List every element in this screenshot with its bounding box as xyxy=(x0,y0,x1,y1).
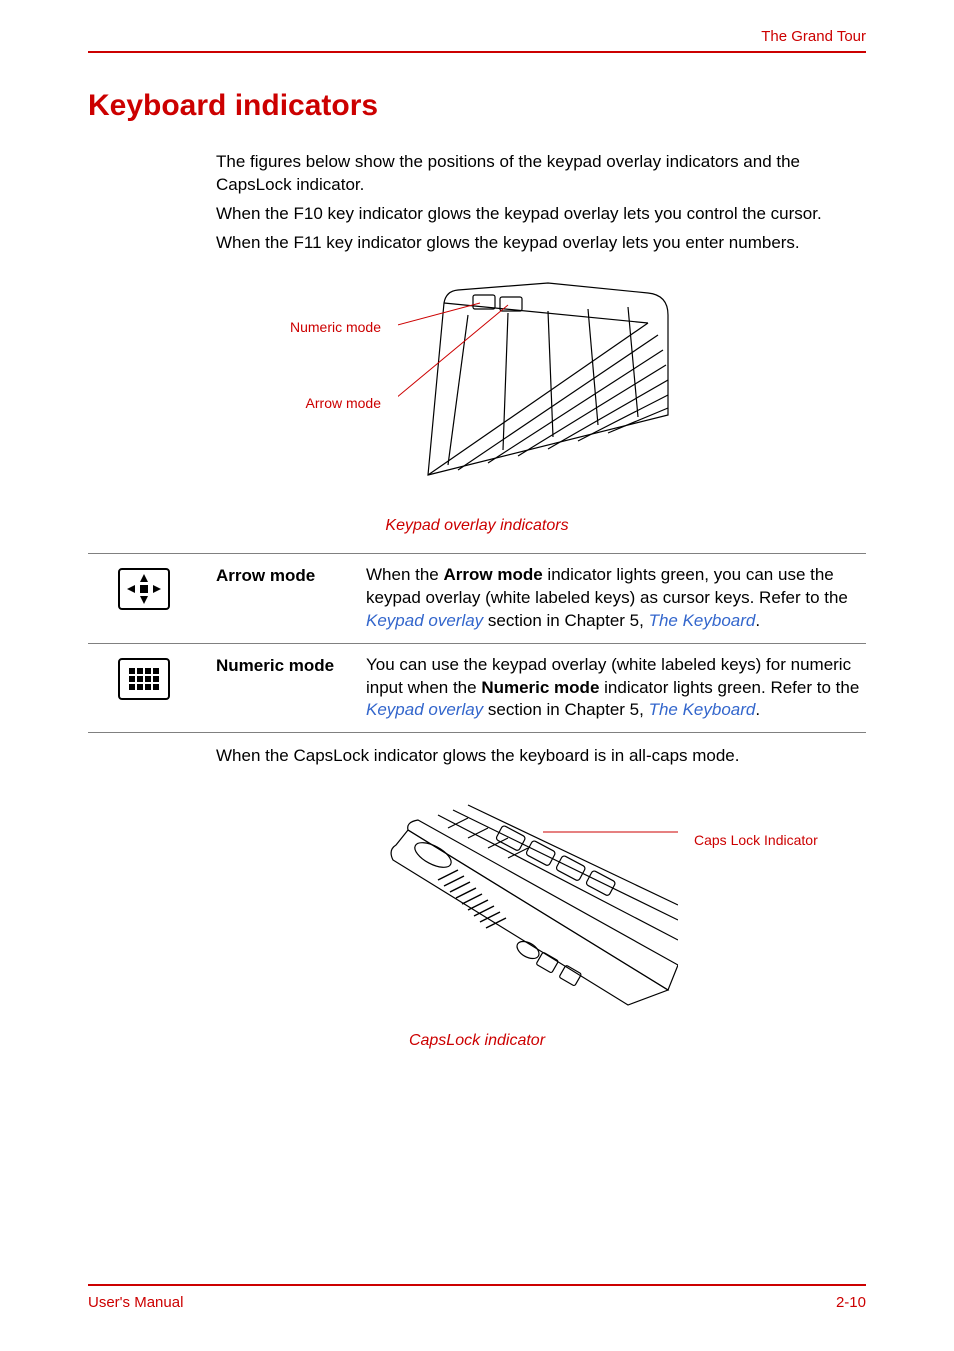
figure2-label: Caps Lock Indicator xyxy=(694,832,818,848)
numeric-mode-icon xyxy=(118,658,170,700)
page-footer: User's Manual 2-10 xyxy=(88,1284,866,1311)
table-row-numeric-mode: Numeric mode You can use the keypad over… xyxy=(88,643,866,734)
figure-keypad-overlay: Numeric mode Arrow mode Keypad overlay xyxy=(88,275,866,535)
para-1: The figures below show the positions of … xyxy=(216,151,866,197)
link-the-keyboard[interactable]: The Keyboard xyxy=(649,700,756,719)
figure1-label-arrow: Arrow mode xyxy=(216,395,381,411)
table-row-arrow-mode: Arrow mode When the Arrow mode indicator… xyxy=(88,553,866,643)
footer-rule xyxy=(88,1284,866,1286)
figure2-caption: CapsLock indicator xyxy=(88,1032,866,1050)
footer-left: User's Manual xyxy=(88,1294,183,1311)
arrow-mode-icon xyxy=(118,568,170,610)
link-the-keyboard[interactable]: The Keyboard xyxy=(649,611,756,630)
row-name: Numeric mode xyxy=(216,654,366,676)
text: section in Chapter 5, xyxy=(483,700,648,719)
text: . xyxy=(755,611,760,630)
indicator-table: Arrow mode When the Arrow mode indicator… xyxy=(88,553,866,734)
row-name: Arrow mode xyxy=(216,564,366,586)
footer-page-number: 2-10 xyxy=(836,1294,866,1311)
figure1-label-numeric: Numeric mode xyxy=(216,319,381,335)
link-keypad-overlay[interactable]: Keypad overlay xyxy=(366,611,483,630)
keyboard-corner-illustration xyxy=(398,275,698,505)
header-rule xyxy=(88,51,866,53)
para-3: When the F11 key indicator glows the key… xyxy=(216,232,866,255)
header-section-label: The Grand Tour xyxy=(88,28,866,45)
figure-capslock: Caps Lock Indicator CapsLock indicator xyxy=(88,790,866,1050)
section-title: Keyboard indicators xyxy=(88,89,866,123)
para-2: When the F10 key indicator glows the key… xyxy=(216,203,866,226)
para-capslock: When the CapsLock indicator glows the ke… xyxy=(216,745,866,768)
text: indicator lights green. Refer to the xyxy=(599,678,859,697)
row-description: You can use the keypad overlay (white la… xyxy=(366,654,866,723)
text: . xyxy=(755,700,760,719)
bold-text: Arrow mode xyxy=(444,565,543,584)
bold-text: Numeric mode xyxy=(481,678,599,697)
figure1-caption: Keypad overlay indicators xyxy=(88,517,866,535)
text: When the xyxy=(366,565,444,584)
text: section in Chapter 5, xyxy=(483,611,648,630)
row-description: When the Arrow mode indicator lights gre… xyxy=(366,564,866,633)
link-keypad-overlay[interactable]: Keypad overlay xyxy=(366,700,483,719)
keyboard-capslock-illustration xyxy=(388,790,678,1010)
